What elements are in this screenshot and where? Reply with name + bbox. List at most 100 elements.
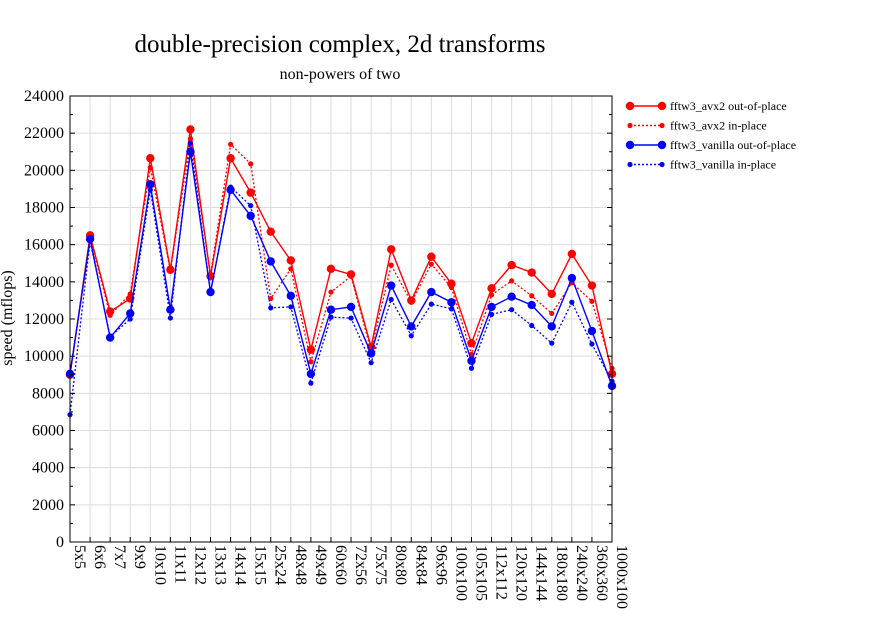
x-tick-label: 96x96 (432, 545, 449, 585)
data-point (328, 314, 334, 320)
data-point (447, 298, 456, 307)
data-point (427, 287, 436, 297)
data-point (567, 273, 577, 283)
data-point (589, 341, 595, 347)
data-point (186, 125, 195, 134)
legend-marker (657, 101, 667, 111)
x-tick-label: 48x48 (292, 545, 309, 585)
data-point (488, 311, 495, 317)
y-tick-label: 10000 (24, 348, 64, 365)
x-tick-label: 14x14 (232, 545, 249, 585)
data-point (509, 278, 515, 284)
x-tick-label: 180x180 (553, 545, 570, 601)
plot-frame (69, 95, 613, 543)
x-tick-label: 49x49 (312, 545, 329, 585)
data-point (428, 261, 434, 267)
y-tick-label: 0 (56, 534, 64, 551)
data-point (487, 284, 496, 293)
data-point (288, 304, 294, 310)
data-point (487, 302, 496, 312)
data-point (428, 301, 434, 307)
data-point (227, 184, 234, 190)
data-point (286, 291, 296, 300)
series-4 (67, 140, 615, 418)
data-point (386, 281, 396, 290)
x-tick-label: 13x13 (212, 545, 229, 585)
data-point (105, 307, 115, 316)
legend-marker (627, 161, 633, 168)
data-point (288, 266, 294, 272)
legend-marker (625, 101, 635, 111)
data-point (147, 164, 153, 171)
y-tick-label: 24000 (24, 88, 64, 105)
axes: 0 2000 4000 6000 8000 10000 12000 14000 16000 180… (24, 88, 630, 609)
x-tick-label: 100x100 (452, 545, 469, 601)
data-point (587, 281, 597, 290)
x-tick-label: 15x15 (252, 545, 269, 585)
data-point (507, 260, 516, 270)
data-point (146, 154, 155, 163)
x-tick-label: 240x240 (573, 545, 590, 601)
series-line (69, 143, 613, 415)
x-tick-label: 112x112 (493, 545, 510, 600)
y-tick-label: 8000 (32, 385, 64, 402)
legend-marker (659, 161, 665, 168)
series-2 (67, 136, 615, 379)
data-point (547, 322, 556, 331)
legend-label: fftw3_avx2 out-of-place (670, 99, 787, 113)
data-point (348, 315, 354, 321)
legend-marker (625, 140, 635, 150)
x-tick-label: 6x6 (91, 545, 108, 569)
y-tick-label: 20000 (24, 162, 64, 179)
data-point (326, 264, 336, 274)
x-tick-label: 105x105 (472, 545, 489, 601)
data-point (266, 227, 275, 236)
data-point (167, 315, 173, 321)
data-point (246, 188, 255, 197)
data-point (388, 296, 394, 303)
data-point (87, 238, 93, 244)
data-point (509, 307, 515, 313)
y-tick-label: 14000 (24, 274, 64, 291)
series-layer (65, 125, 617, 418)
data-point (248, 161, 254, 167)
data-point (448, 306, 455, 312)
data-point (328, 289, 334, 295)
data-point (549, 310, 555, 317)
data-point (569, 299, 575, 305)
data-point (587, 326, 597, 336)
legend-marker (659, 122, 665, 129)
y-axis-label: speed (mflops) (0, 270, 16, 366)
data-point (326, 305, 336, 314)
data-point (529, 293, 535, 299)
data-point (146, 180, 155, 189)
x-tick-label: 25x24 (272, 545, 289, 585)
series-1 (65, 125, 617, 379)
chart-title: double-precision complex, 2d transforms (134, 31, 545, 58)
series-line (69, 151, 613, 387)
data-point (527, 268, 536, 277)
data-point (427, 252, 436, 261)
series-line (69, 129, 613, 375)
data-point (547, 289, 556, 299)
data-point (107, 334, 113, 340)
data-point (127, 291, 133, 297)
x-tick-label: 84x84 (412, 545, 429, 585)
data-point (567, 249, 577, 259)
data-point (368, 360, 374, 366)
data-point (266, 257, 275, 266)
data-point (107, 312, 113, 318)
data-point (186, 147, 195, 156)
x-tick-label: 11x11 (171, 545, 188, 584)
data-point (386, 245, 396, 254)
data-point (248, 203, 254, 209)
legend-label: fftw3_vanilla out-of-place (670, 138, 796, 152)
legend-marker (657, 140, 667, 150)
x-tick-label: 75x75 (372, 545, 389, 585)
data-point (589, 298, 595, 304)
y-tick-label: 22000 (24, 125, 64, 142)
legend: fftw3_avx2 out-of-place fftw3_avx2 in-pla… (625, 99, 796, 172)
data-point (207, 289, 214, 295)
x-tick-label: 1000x100 (613, 545, 630, 609)
data-point (527, 300, 536, 310)
